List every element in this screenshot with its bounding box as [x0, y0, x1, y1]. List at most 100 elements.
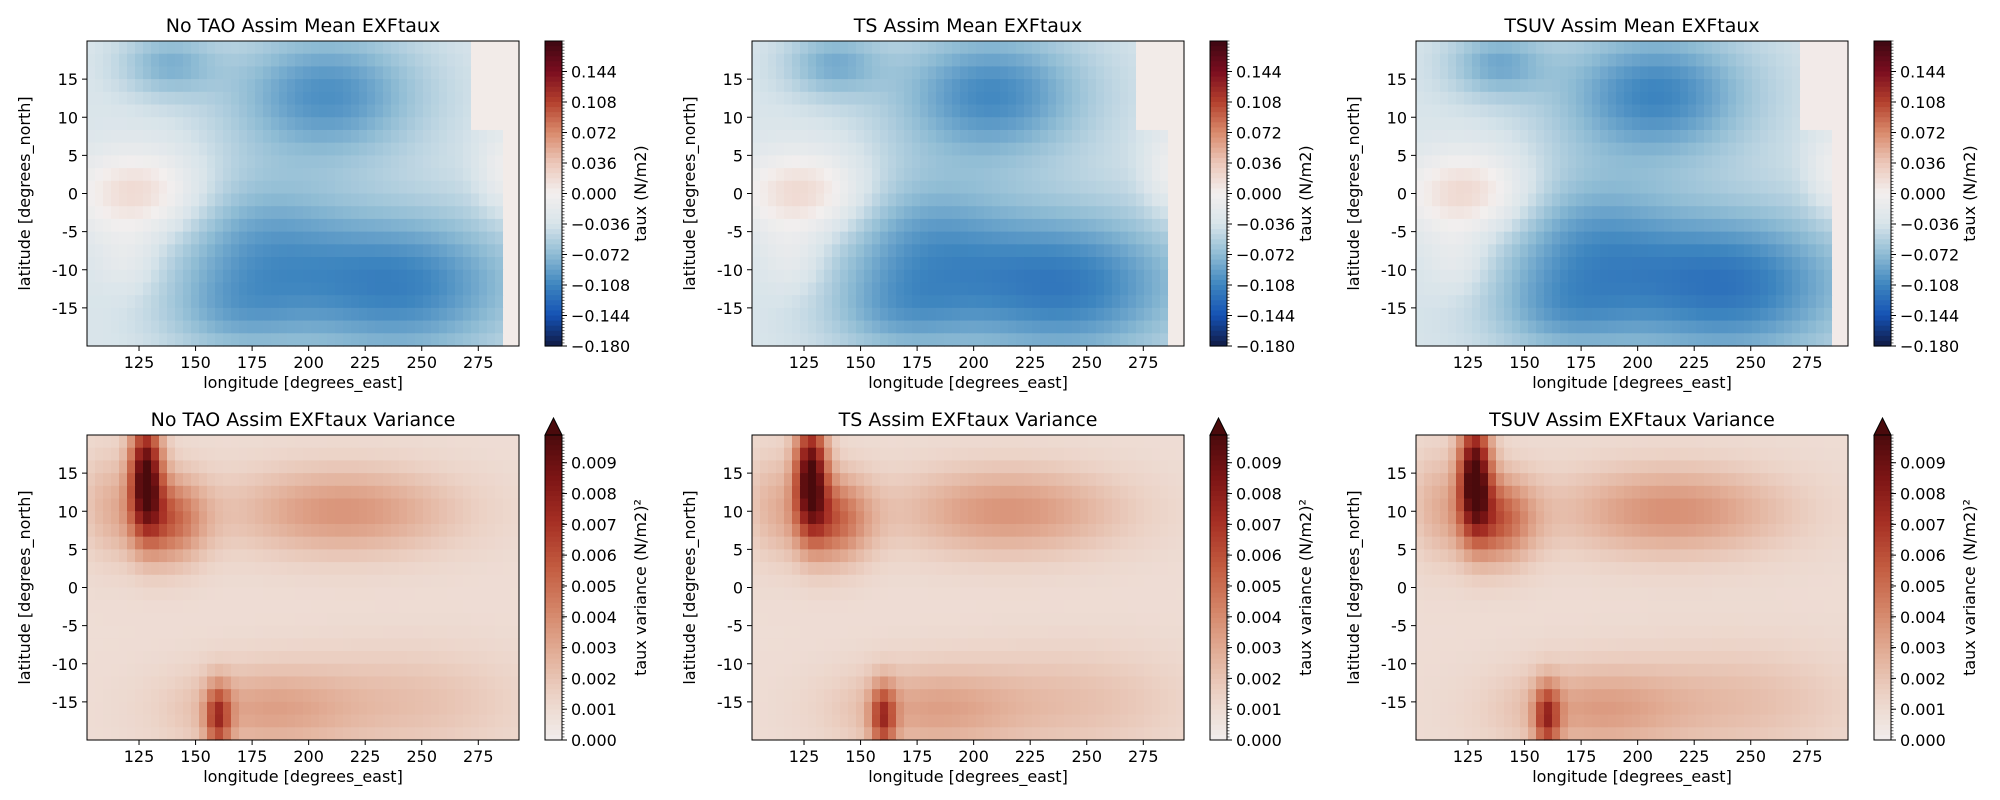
heatmap-cell — [1416, 269, 1425, 284]
heatmap-cell — [1624, 41, 1633, 55]
heatmap-cell — [1584, 307, 1593, 322]
heatmap-cell — [808, 104, 817, 118]
colorbar-segment — [1874, 234, 1891, 240]
heatmap-cell — [1776, 244, 1785, 258]
heatmap-cell — [1592, 168, 1601, 182]
heatmap-cell — [856, 104, 865, 118]
heatmap-cell — [1528, 129, 1537, 144]
heatmap-cell — [976, 117, 985, 131]
heatmap-cell — [1728, 53, 1737, 68]
heatmap-cell — [351, 142, 360, 156]
heatmap-cell — [912, 66, 921, 80]
heatmap-cell — [231, 523, 240, 538]
heatmap-cell — [167, 66, 176, 80]
heatmap-cell — [1624, 142, 1633, 156]
heatmap-cell — [231, 79, 240, 93]
heatmap-cell — [784, 91, 793, 106]
heatmap-cell — [351, 485, 360, 500]
heatmap-cell — [1712, 333, 1721, 347]
heatmap-cell — [1424, 79, 1433, 93]
heatmap-cell — [1592, 180, 1601, 195]
heatmap-cell — [1040, 282, 1049, 296]
heatmap-cell — [447, 206, 456, 220]
heatmap-cell — [207, 206, 216, 220]
heatmap-cell — [143, 142, 152, 156]
heatmap-cell — [135, 536, 144, 550]
heatmap-cell — [1512, 320, 1521, 334]
heatmap-cell — [1464, 142, 1473, 156]
heatmap-cell — [335, 104, 344, 118]
heatmap-cell — [840, 155, 849, 169]
heatmap-cell — [479, 218, 488, 233]
heatmap-cell — [111, 104, 120, 118]
heatmap-cell — [1416, 66, 1425, 80]
heatmap-cell — [1520, 79, 1529, 93]
heatmap-cell — [1032, 307, 1041, 322]
heatmap-cell — [768, 218, 777, 233]
heatmap-cell — [359, 244, 368, 258]
heatmap-cell — [1656, 180, 1665, 195]
heatmap-cell — [239, 79, 248, 93]
heatmap-cell — [175, 142, 184, 156]
heatmap-cell — [343, 231, 352, 245]
heatmap-cell — [415, 66, 424, 80]
heatmap-cell — [816, 218, 825, 233]
heatmap-cell — [1520, 206, 1529, 220]
heatmap-cell — [231, 231, 240, 245]
heatmap-cell — [1520, 91, 1529, 106]
heatmap-cell — [872, 244, 881, 258]
heatmap-cell — [792, 66, 801, 80]
heatmap-cell — [223, 435, 232, 449]
heatmap-cell — [375, 307, 384, 322]
heatmap-cell — [311, 320, 320, 334]
heatmap-cell — [367, 206, 376, 220]
heatmap-cell — [439, 460, 448, 474]
heatmap-cell — [1736, 91, 1745, 106]
heatmap-cell — [295, 320, 304, 334]
heatmap-cell — [463, 435, 472, 449]
colorbar-tick-label: −0.144 — [1236, 307, 1295, 326]
heatmap-cell — [1816, 129, 1825, 144]
heatmap-cell — [175, 180, 184, 195]
heatmap-cell — [479, 498, 488, 512]
heatmap-cell — [1736, 244, 1745, 258]
heatmap-cell — [1632, 79, 1641, 93]
heatmap-cell — [1544, 307, 1553, 322]
heatmap-cell — [1432, 168, 1441, 182]
y-tick-label: 5 — [1397, 146, 1407, 165]
heatmap-cell — [944, 231, 953, 245]
heatmap-cell — [1168, 155, 1177, 169]
heatmap-cell — [1768, 218, 1777, 233]
heatmap-cell — [287, 79, 296, 93]
heatmap-cell — [191, 53, 200, 68]
heatmap-cell — [151, 91, 160, 106]
heatmap-cell — [1584, 193, 1593, 207]
heatmap-cell — [1496, 66, 1505, 80]
heatmap-cell — [439, 498, 448, 512]
heatmap-cell — [263, 460, 272, 474]
heatmap-cell — [1432, 244, 1441, 258]
heatmap-cell — [207, 333, 216, 347]
heatmap-cell — [1544, 91, 1553, 106]
heatmap-cell — [1712, 117, 1721, 131]
heatmap-cell — [1736, 180, 1745, 195]
heatmap-cell — [1712, 53, 1721, 68]
heatmap-cell — [1672, 307, 1681, 322]
heatmap-cell — [840, 269, 849, 284]
heatmap-cell — [1048, 79, 1057, 93]
heatmap-cell — [415, 523, 424, 538]
heatmap-cell — [760, 206, 769, 220]
heatmap-cell — [439, 257, 448, 271]
heatmap-cell — [279, 435, 288, 449]
heatmap-cell — [431, 66, 440, 80]
heatmap-cell — [1128, 117, 1137, 131]
heatmap-cell — [1160, 206, 1169, 220]
colorbar-segment — [1874, 41, 1891, 47]
heatmap-cell — [1480, 155, 1489, 169]
heatmap-cell — [1696, 129, 1705, 144]
heatmap-cell — [1088, 180, 1097, 195]
heatmap-cell — [327, 218, 336, 233]
heatmap-cell — [175, 485, 184, 500]
heatmap-cell — [1840, 244, 1849, 258]
heatmap-cell — [159, 244, 168, 258]
